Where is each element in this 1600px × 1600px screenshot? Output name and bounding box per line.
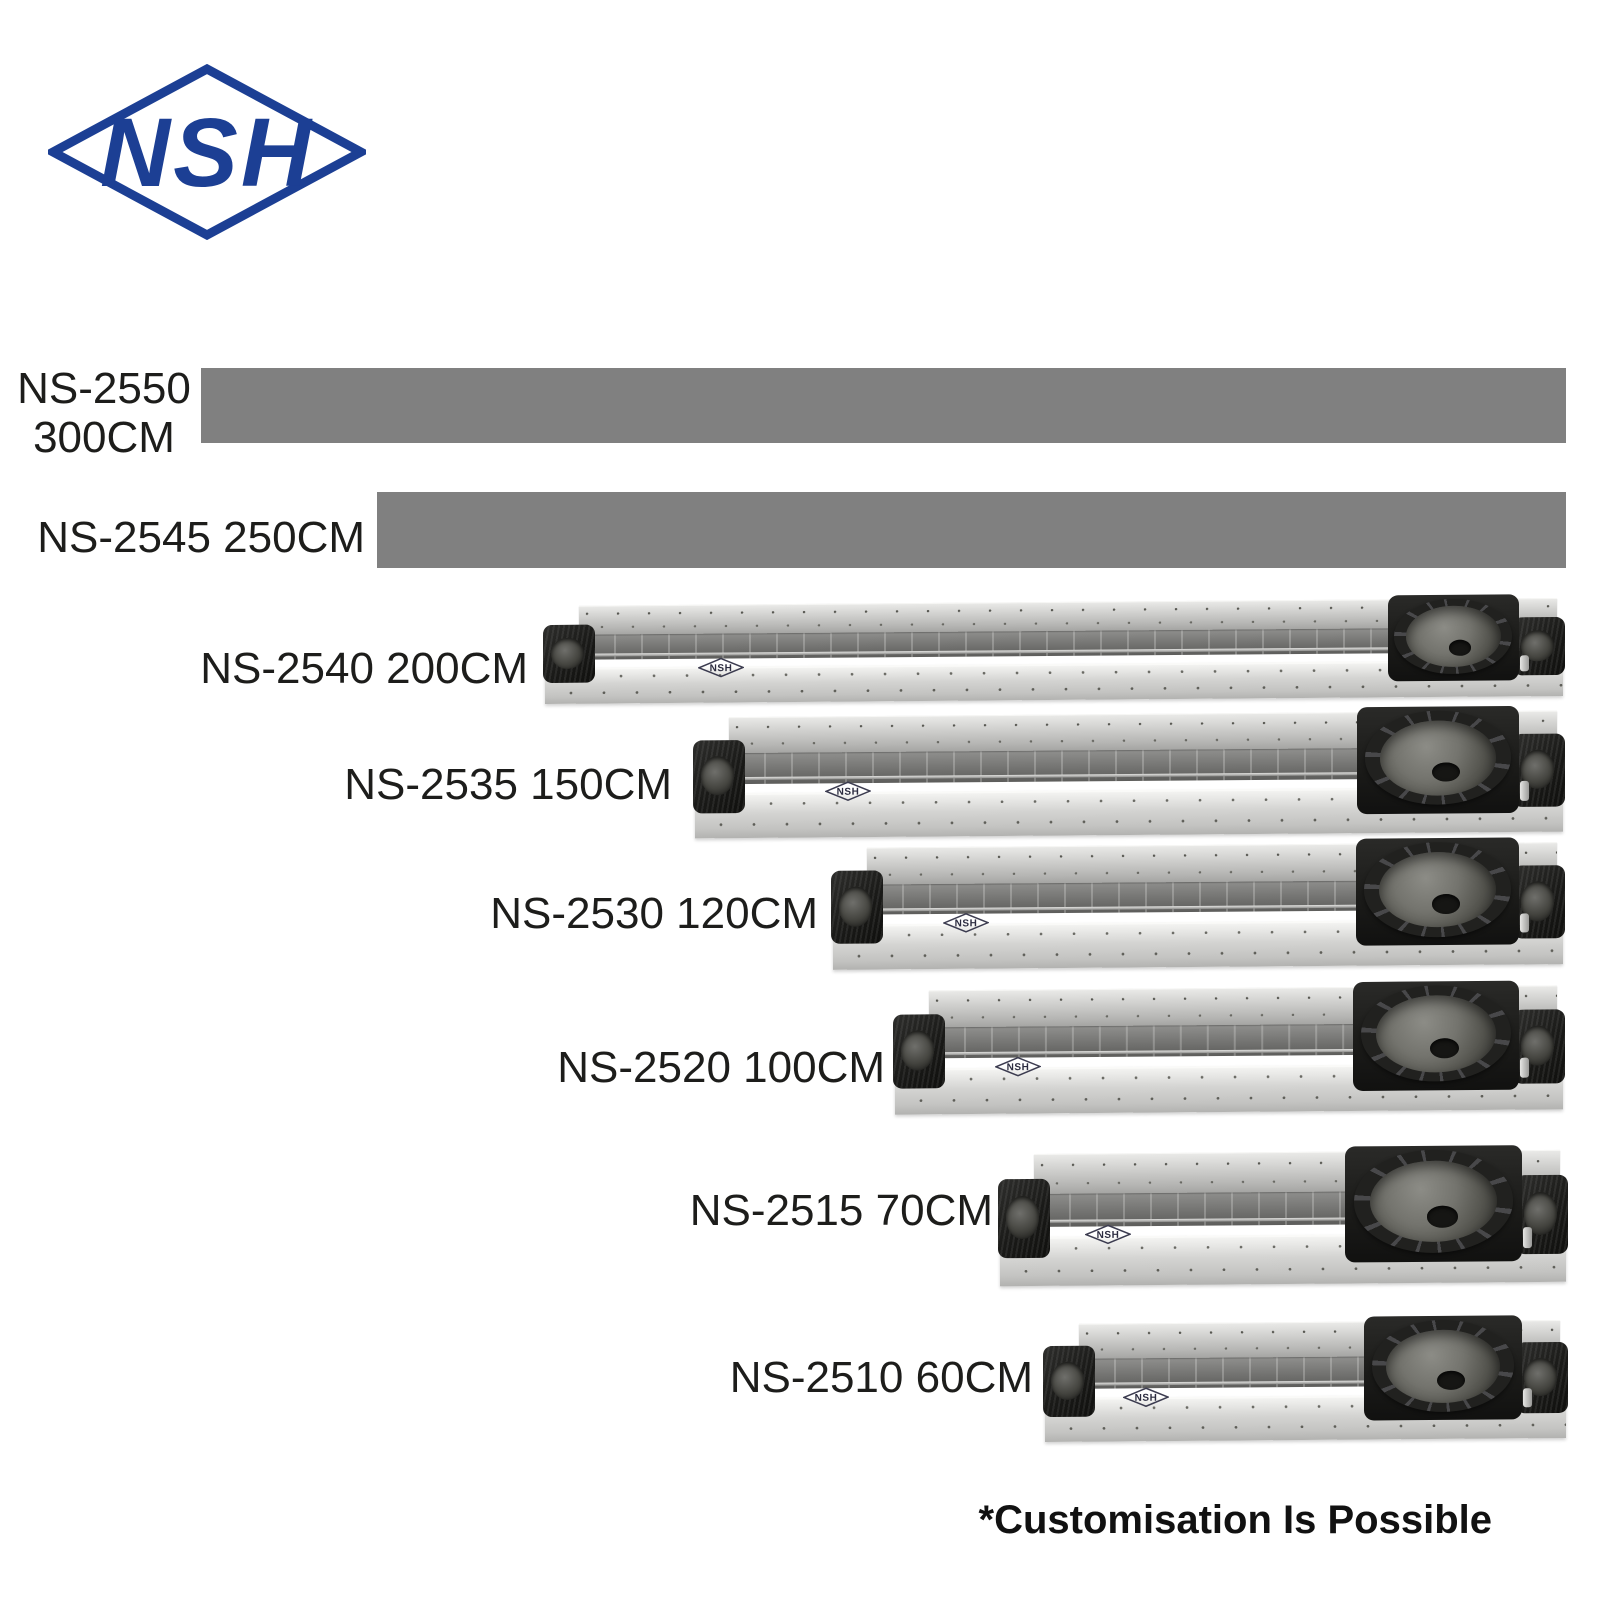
product-photo-ns-2510: NSH NSH <box>1043 1315 1568 1443</box>
left-end-clamp <box>1043 1346 1095 1418</box>
product-photo-ns-2515: NSH NSH <box>998 1144 1568 1287</box>
bowl-mount-plate <box>1345 1144 1522 1263</box>
bowl-center-hole <box>1427 1206 1458 1228</box>
length-text: 200CM <box>386 644 528 693</box>
bowl-mount-plate <box>1357 706 1519 814</box>
length-text: 150CM <box>530 760 672 809</box>
model-text: NS-2510 <box>729 1353 904 1402</box>
bowl-ring <box>1372 1319 1515 1413</box>
bowl-mount-plate <box>1364 1315 1522 1421</box>
brandmark-text: NSH <box>1097 1230 1120 1241</box>
bowl-ring <box>1363 841 1511 938</box>
length-text: 120CM <box>676 889 818 938</box>
left-end-clamp <box>998 1178 1050 1259</box>
label-ns-2535: NS-2535 150CM <box>344 762 672 808</box>
model-text: NS-2545 <box>37 513 211 562</box>
bowl-center-hole <box>1437 1370 1465 1390</box>
customisation-footnote: *Customisation Is Possible <box>978 1498 1492 1542</box>
product-photo-ns-2540: NSH NSH <box>543 594 1565 704</box>
slider-product-photo: NSH NSH <box>1043 1315 1568 1443</box>
nsh-logo: NSH <box>48 64 366 240</box>
rail-nsh-brandmark: NSH <box>995 1056 1042 1077</box>
label-ns-2510: NS-2510 60CM <box>730 1355 1033 1401</box>
logo-diamond-outline <box>48 64 366 240</box>
bowl-ring <box>1354 1149 1514 1254</box>
model-text: NS-2550 <box>17 364 191 413</box>
brandmark-diamond-outline <box>1084 1224 1131 1245</box>
label-ns-2550: NS-2550 300CM <box>16 364 192 462</box>
locating-pin <box>1520 1057 1529 1078</box>
rail-nsh-brandmark: NSH <box>1123 1387 1170 1407</box>
bowl-interior <box>1370 1159 1498 1243</box>
length-text: 60CM <box>915 1353 1033 1402</box>
label-ns-2520: NS-2520 100CM <box>557 1045 885 1091</box>
bowl-interior <box>1378 851 1497 929</box>
model-text: NS-2535 <box>344 760 518 809</box>
length-bar-ns-2550 <box>201 368 1566 443</box>
bowl-interior <box>1386 1329 1500 1404</box>
bowl-interior <box>1379 719 1497 796</box>
brandmark-diamond-outline <box>995 1056 1042 1077</box>
rail-nsh-brandmark: NSH <box>825 781 872 802</box>
length-bar-ns-2545 <box>377 492 1566 568</box>
brandmark-text: NSH <box>837 787 860 798</box>
product-photo-ns-2535: NSH NSH <box>693 706 1565 839</box>
bowl-mount-plate <box>1387 594 1519 682</box>
left-end-clamp <box>893 1013 945 1089</box>
model-text: NS-2515 <box>689 1186 864 1235</box>
label-ns-2530: NS-2530 120CM <box>490 891 818 937</box>
bowl-ring <box>1394 597 1513 675</box>
bowl-center-hole <box>1448 639 1472 656</box>
locating-pin <box>1523 1388 1532 1408</box>
slider-product-photo: NSH NSH <box>693 706 1565 839</box>
brandmark-text: NSH <box>709 663 732 674</box>
locating-pin <box>1520 913 1529 933</box>
bowl-ring <box>1365 710 1511 806</box>
brandmark-diamond-outline <box>825 781 872 802</box>
bowl-interior <box>1406 605 1501 668</box>
bowl-center-hole <box>1432 762 1461 782</box>
product-photo-ns-2520: NSH NSH <box>893 980 1565 1115</box>
left-end-clamp <box>543 624 595 684</box>
length-text: 100CM <box>743 1043 885 1092</box>
bowl-center-hole <box>1430 1038 1459 1059</box>
model-text: NS-2540 <box>200 644 374 693</box>
brandmark-text: NSH <box>1135 1392 1158 1403</box>
length-text: 250CM <box>223 513 365 562</box>
rail-nsh-brandmark: NSH <box>942 912 989 933</box>
slider-product-photo: NSH NSH <box>893 980 1565 1115</box>
left-end-clamp <box>693 740 745 814</box>
brandmark-diamond-outline <box>1123 1387 1170 1407</box>
rail-nsh-brandmark: NSH <box>697 657 744 678</box>
locating-pin <box>1523 1226 1532 1248</box>
label-ns-2515: NS-2515 70CM <box>690 1188 993 1234</box>
bowl-interior <box>1376 994 1496 1073</box>
slider-product-photo: NSH NSH <box>543 594 1565 704</box>
bowl-center-hole <box>1431 894 1460 915</box>
bowl-mount-plate <box>1355 837 1519 947</box>
locating-pin <box>1520 655 1529 671</box>
logo-text: NSH <box>100 98 314 207</box>
brandmark-text: NSH <box>1007 1062 1030 1073</box>
bowl-mount-plate <box>1353 980 1519 1092</box>
label-ns-2540: NS-2540 200CM <box>200 646 528 692</box>
length-text: 70CM <box>875 1186 993 1235</box>
brandmark-text: NSH <box>954 918 977 929</box>
model-text: NS-2530 <box>490 889 664 938</box>
slider-product-photo: NSH NSH <box>998 1144 1568 1287</box>
length-text: 300CM <box>33 413 175 462</box>
product-photo-ns-2530: NSH NSH <box>831 837 1565 970</box>
slider-product-photo: NSH NSH <box>831 837 1565 970</box>
rail-nsh-brandmark: NSH <box>1084 1224 1131 1245</box>
brandmark-diamond-outline <box>942 912 989 933</box>
label-ns-2545: NS-2545 250CM <box>37 515 365 561</box>
bowl-ring <box>1361 985 1511 1083</box>
left-end-clamp <box>831 870 883 945</box>
brandmark-diamond-outline <box>697 657 744 678</box>
model-text: NS-2520 <box>557 1043 731 1092</box>
locating-pin <box>1520 781 1529 801</box>
